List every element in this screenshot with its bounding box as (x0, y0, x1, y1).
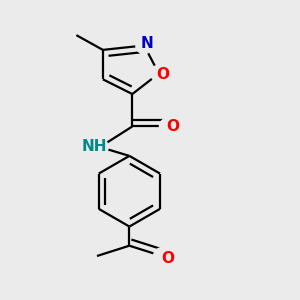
Text: O: O (156, 67, 169, 82)
Text: NH: NH (82, 139, 107, 154)
Text: N: N (141, 37, 153, 52)
Circle shape (154, 248, 170, 264)
Text: O: O (161, 251, 174, 266)
Text: O: O (167, 119, 179, 134)
Circle shape (92, 139, 108, 155)
Circle shape (159, 118, 176, 135)
Circle shape (136, 37, 152, 54)
Circle shape (151, 65, 167, 82)
